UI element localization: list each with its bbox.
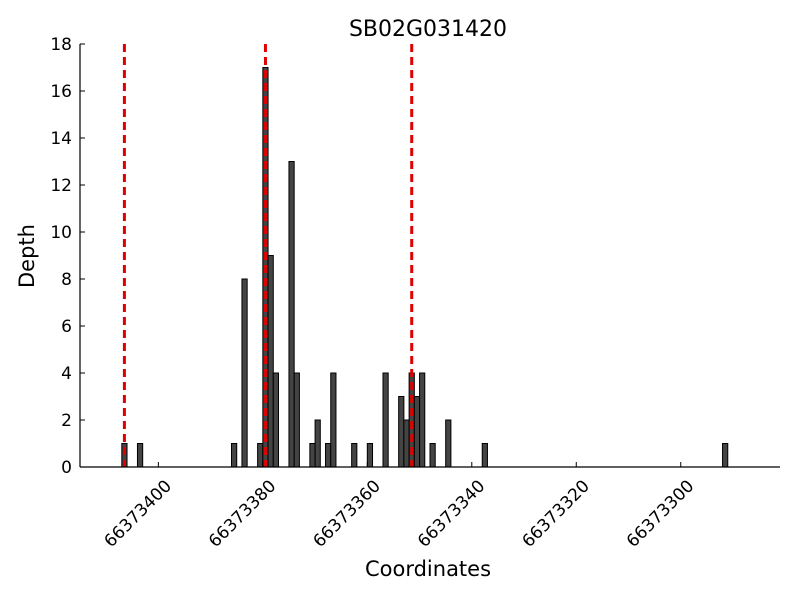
x-tick-label: 66373380: [205, 476, 280, 551]
y-tick-label: 12: [50, 176, 72, 196]
bar: [419, 372, 426, 468]
bar: [272, 372, 280, 468]
bar: [314, 419, 321, 468]
x-tick-label: 66373300: [623, 476, 698, 551]
y-tick-label: 4: [61, 364, 72, 384]
bar: [309, 443, 316, 468]
bar: [398, 396, 405, 468]
y-tick-label: 18: [50, 35, 72, 55]
y-axis-label: Depth: [15, 224, 39, 288]
bar: [351, 443, 358, 468]
chart-title: SB02G031420: [349, 17, 507, 42]
bar: [382, 372, 389, 468]
bar: [267, 255, 274, 468]
bar: [481, 443, 488, 468]
bar: [722, 443, 729, 468]
y-tick-label: 2: [61, 411, 72, 431]
x-tick-label: 66373340: [414, 476, 489, 551]
x-tick-label: 66373400: [101, 476, 176, 551]
y-tick-label: 8: [61, 270, 72, 290]
bar: [325, 443, 332, 468]
y-tick-label: 6: [61, 317, 72, 337]
bar: [445, 419, 452, 468]
bar: [293, 372, 300, 468]
bar: [230, 443, 238, 468]
x-tick-label: 66373320: [518, 476, 593, 551]
y-tick-label: 10: [50, 223, 72, 243]
bar: [257, 443, 264, 468]
bar: [429, 443, 436, 468]
x-tick-label: 66373360: [310, 476, 385, 551]
bar: [288, 161, 295, 468]
bar: [241, 278, 248, 468]
bar: [403, 419, 410, 468]
bar: [366, 443, 374, 468]
bar: [413, 396, 421, 468]
bar: [330, 372, 337, 468]
y-tick-label: 0: [61, 458, 72, 478]
bar: [136, 443, 144, 468]
y-tick-label: 14: [50, 129, 72, 149]
x-axis-label: Coordinates: [365, 557, 491, 581]
y-tick-label: 16: [50, 82, 72, 102]
